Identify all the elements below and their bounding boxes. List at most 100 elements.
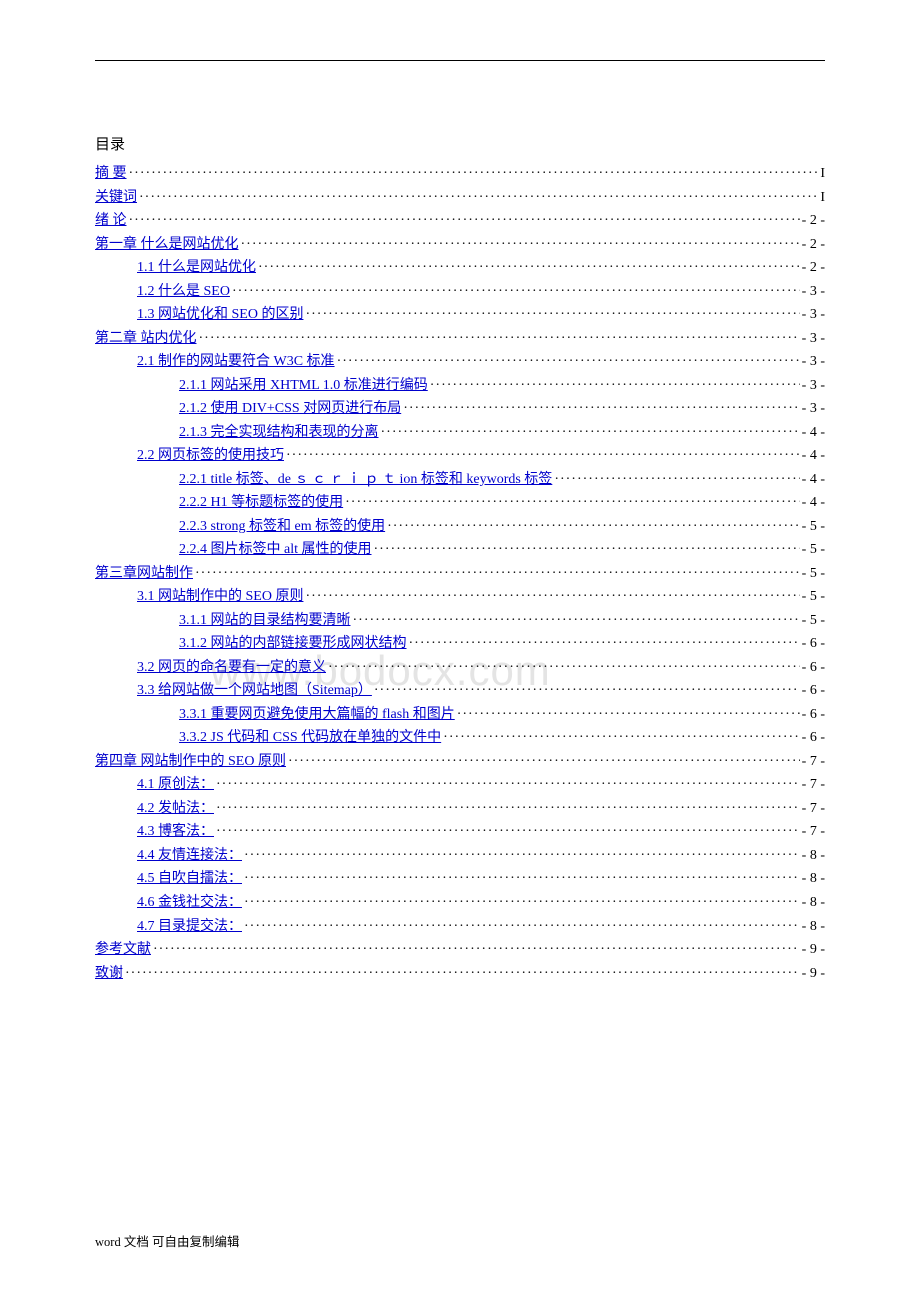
toc-link[interactable]: 1.2 什么是 SEO (137, 280, 230, 304)
toc-leader (288, 750, 800, 774)
toc-link[interactable]: 绪 论 (95, 209, 127, 233)
toc-page-number: - 9 - (802, 938, 825, 962)
toc-page-number: - 3 - (802, 374, 825, 398)
toc-page-number: - 5 - (802, 515, 825, 539)
toc-page-number: - 6 - (802, 679, 825, 703)
toc-page-number: - 8 - (802, 844, 825, 868)
toc-link[interactable]: 4.4 友情连接法： (137, 844, 242, 868)
toc-row: 关键词I (95, 186, 825, 210)
document-page: www.bodocx.com 目录 摘 要I关键词I绪 论- 2 -第一章 什么… (0, 0, 920, 1302)
toc-page-number: - 5 - (802, 538, 825, 562)
toc-row: 绪 论- 2 - (95, 209, 825, 233)
toc-row: 3.2 网页的命名要有一定的意义- 6 - (95, 656, 825, 680)
toc-link[interactable]: 3.1.1 网站的目录结构要清晰 (179, 609, 351, 633)
toc-page-number: - 8 - (802, 867, 825, 891)
toc-page-number: - 4 - (802, 468, 825, 492)
toc-link[interactable]: 2.1.3 完全实现结构和表现的分离 (179, 421, 379, 445)
toc-leader (554, 468, 799, 492)
toc-leader (374, 538, 800, 562)
toc-link[interactable]: 2.2 网页标签的使用技巧 (137, 444, 284, 468)
toc-row: 2.1 制作的网站要符合 W3C 标准- 3 - (95, 350, 825, 374)
toc-leader (244, 915, 800, 939)
toc-link[interactable]: 2.1 制作的网站要符合 W3C 标准 (137, 350, 335, 374)
toc-row: 4.7 目录提交法：- 8 - (95, 915, 825, 939)
toc-row: 第四章 网站制作中的 SEO 原则 - 7 - (95, 750, 825, 774)
toc-link[interactable]: 2.2.3 strong 标签和 em 标签的使用 (179, 515, 385, 539)
toc-leader (403, 397, 799, 421)
toc-link[interactable]: 第一章 什么是网站优化 (95, 233, 239, 257)
toc-row: 4.1 原创法：- 7 - (95, 773, 825, 797)
toc-leader (199, 327, 800, 351)
toc-link[interactable]: 3.3.2 JS 代码和 CSS 代码放在单独的文件中 (179, 726, 441, 750)
toc-link[interactable]: 2.2.4 图片标签中 alt 属性的使用 (179, 538, 372, 562)
toc-list: 摘 要 I关键词I绪 论- 2 -第一章 什么是网站优化 - 2 - 1.1 什么是网… (95, 162, 825, 985)
toc-link[interactable]: 3.1 网站制作中的 SEO 原则 (137, 585, 303, 609)
toc-page-number: - 7 - (802, 750, 825, 774)
toc-link[interactable]: 参考文献 (95, 938, 151, 962)
toc-page-number: - 5 - (802, 609, 825, 633)
toc-row: 2.2.1 title 标签、de ｓ ｃ ｒ ｉ ｐ ｔ ion 标签和 ke… (95, 468, 825, 492)
toc-link[interactable]: 3.3 给网站做一个网站地图（Sitemap） (137, 679, 372, 703)
toc-link[interactable]: 4.1 原创法： (137, 773, 214, 797)
toc-link[interactable]: 1.3 网站优化和 SEO 的区别 (137, 303, 303, 327)
toc-row: 1.2 什么是 SEO- 3 - (95, 280, 825, 304)
toc-link[interactable]: 第四章 网站制作中的 SEO 原则 (95, 750, 286, 774)
toc-link[interactable]: 2.1.2 使用 DIV+CSS 对网页进行布局 (179, 397, 401, 421)
page-footer: word 文档 可自由复制编辑 (95, 1231, 239, 1250)
toc-link[interactable]: 4.2 发帖法： (137, 797, 214, 821)
toc-row: 2.2 网页标签的使用技巧 - 4 - (95, 444, 825, 468)
toc-page-number: I (820, 162, 825, 186)
toc-leader (328, 656, 800, 680)
toc-leader (409, 632, 800, 656)
toc-leader (337, 350, 800, 374)
toc-leader (353, 609, 800, 633)
toc-page-number: - 2 - (802, 256, 825, 280)
toc-leader (241, 233, 800, 257)
toc-link[interactable]: 4.6 金钱社交法： (137, 891, 242, 915)
toc-row: 3.1.2 网站的内部链接要形成网状结构 - 6 - (95, 632, 825, 656)
toc-link[interactable]: 4.7 目录提交法： (137, 915, 242, 939)
toc-link[interactable]: 1.1 什么是网站优化 (137, 256, 256, 280)
toc-page-number: - 3 - (802, 327, 825, 351)
toc-page-number: - 6 - (802, 632, 825, 656)
toc-link[interactable]: 关键词 (95, 186, 137, 210)
toc-row: 2.1.2 使用 DIV+CSS 对网页进行布局- 3 - (95, 397, 825, 421)
toc-leader (457, 703, 800, 727)
toc-row: 4.4 友情连接法： - 8 - (95, 844, 825, 868)
toc-leader (258, 256, 800, 280)
toc-link[interactable]: 4.5 自吹自擂法： (137, 867, 242, 891)
toc-page-number: - 4 - (802, 444, 825, 468)
toc-link[interactable]: 摘 要 (95, 162, 127, 186)
toc-link[interactable]: 2.1.1 网站采用 XHTML 1.0 标准进行编码 (179, 374, 428, 398)
toc-link[interactable]: 2.2.1 title 标签、de ｓ ｃ ｒ ｉ ｐ ｔ ion 标签和 ke… (179, 468, 552, 492)
toc-link[interactable]: 致谢 (95, 962, 123, 986)
toc-row: 2.1.1 网站采用 XHTML 1.0 标准进行编码 - 3 - (95, 374, 825, 398)
toc-leader (244, 844, 800, 868)
toc-row: 2.2.2 H1 等标题标签的使用- 4 - (95, 491, 825, 515)
toc-row: 致谢- 9 - (95, 962, 825, 986)
toc-row: 4.3 博客法：- 7 - (95, 820, 825, 844)
toc-page-number: - 7 - (802, 797, 825, 821)
toc-row: 3.3.2 JS 代码和 CSS 代码放在单独的文件中- 6 - (95, 726, 825, 750)
toc-row: 2.2.3 strong 标签和 em 标签的使用 - 5 - (95, 515, 825, 539)
toc-leader (125, 962, 800, 986)
toc-row: 摘 要I (95, 162, 825, 186)
toc-leader (216, 773, 800, 797)
toc-link[interactable]: 4.3 博客法： (137, 820, 214, 844)
toc-page-number: - 5 - (802, 585, 825, 609)
toc-link[interactable]: 2.2.2 H1 等标题标签的使用 (179, 491, 343, 515)
toc-leader (139, 186, 818, 210)
toc-link[interactable]: 3.3.1 重要网页避免使用大篇幅的 flash 和图片 (179, 703, 455, 727)
toc-page-number: - 4 - (802, 421, 825, 445)
toc-link[interactable]: 第三章网站制作 (95, 562, 193, 586)
toc-link[interactable]: 3.1.2 网站的内部链接要形成网状结构 (179, 632, 407, 656)
toc-link[interactable]: 3.2 网页的命名要有一定的意义 (137, 656, 326, 680)
toc-link[interactable]: 第二章 站内优化 (95, 327, 197, 351)
toc-page-number: - 3 - (802, 303, 825, 327)
toc-row: 第二章 站内优化 - 3 - (95, 327, 825, 351)
toc-leader (305, 303, 799, 327)
toc-row: 3.1 网站制作中的 SEO 原则 - 5 - (95, 585, 825, 609)
toc-row: 3.3 给网站做一个网站地图（Sitemap） - 6 - (95, 679, 825, 703)
toc-leader (387, 515, 800, 539)
toc-leader (195, 562, 800, 586)
